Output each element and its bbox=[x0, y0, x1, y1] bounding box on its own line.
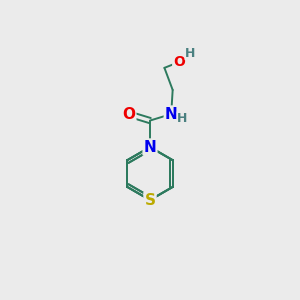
Text: N: N bbox=[144, 140, 156, 154]
Text: N: N bbox=[165, 106, 178, 122]
Text: O: O bbox=[122, 106, 135, 122]
Text: O: O bbox=[173, 55, 185, 69]
Text: S: S bbox=[145, 193, 155, 208]
Text: H: H bbox=[185, 46, 196, 60]
Text: H: H bbox=[177, 112, 188, 125]
